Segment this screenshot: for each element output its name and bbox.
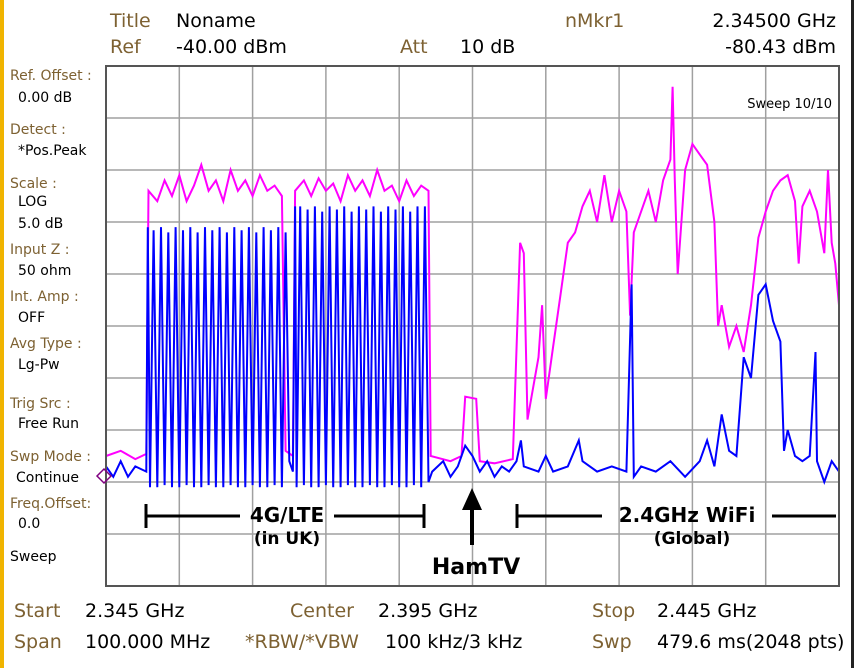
att-value: 10 dB [460,36,516,58]
span-label: Span [14,631,62,653]
live-trace [105,206,840,488]
scale-type-value[interactable]: LOG [18,194,48,210]
trig-src-label: Trig Src : [10,396,71,412]
freq-offset-label: Freq.Offset: [10,496,92,512]
trig-src-value[interactable]: Free Run [18,416,80,432]
scale-div-value[interactable]: 5.0 dB [18,216,64,232]
span-value[interactable]: 100.000 MHz [85,631,211,653]
ref-offset-label: Ref. Offset : [10,68,92,84]
lte-label: 4G/LTE [249,503,325,527]
lte-sublabel: (in UK) [253,529,321,549]
avg-type-value[interactable]: Lg-Pw [18,357,60,373]
int-amp-label: Int. Amp : [10,289,79,305]
plot-traces [105,86,840,488]
swp-value[interactable]: 479.6 ms(2048 pts) [657,631,845,653]
hamtv-arrow-icon [462,488,482,545]
input-z-value[interactable]: 50 ohm [18,263,72,279]
stop-label: Stop [592,600,636,622]
sweep-status: Sweep 10/10 [747,97,832,112]
lte-bracket [144,504,426,528]
wifi-sublabel: (Global) [653,529,731,549]
wifi-bracket [515,504,836,528]
max-hold-trace [105,86,840,465]
marker-label: nMkr1 [565,10,625,32]
freq-offset-value[interactable]: 0.0 [18,516,41,532]
plot-border [105,65,840,587]
reference-marker-icon [95,467,113,485]
marker-frequency: 2.34500 GHz [712,10,836,32]
title-label: Title [110,10,151,32]
detect-value[interactable]: *Pos.Peak [18,143,87,159]
avg-type-label: Avg Type : [10,336,82,352]
swp-mode-value[interactable]: Continue [16,470,79,486]
start-value[interactable]: 2.345 GHz [85,600,185,622]
sweep-label: Sweep [10,549,57,565]
wifi-label: 2.4GHz WiFi [618,503,756,527]
plot-grid [106,66,839,586]
window-left-edge [0,0,4,668]
stop-value[interactable]: 2.445 GHz [657,600,757,622]
center-value[interactable]: 2.395 GHz [378,600,478,622]
rbw-vbw-label: *RBW/*VBW [245,631,359,653]
start-label: Start [14,600,61,622]
detect-label: Detect : [10,122,66,138]
att-label: Att [400,36,428,58]
input-z-label: Input Z : [10,242,70,258]
int-amp-value[interactable]: OFF [18,310,46,326]
ref-label: Ref [110,36,141,58]
rbw-vbw-value[interactable]: 100 kHz/3 kHz [385,631,523,653]
ref-value: -40.00 dBm [176,36,287,58]
marker-level: -80.43 dBm [725,36,836,58]
swp-label: Swp [592,631,632,653]
window-right-edge [851,0,854,668]
ref-offset-value[interactable]: 0.00 dB [18,90,73,106]
hamtv-label: HamTV [431,555,521,580]
scale-label: Scale : [10,176,57,192]
title-value: Noname [176,10,256,32]
swp-mode-label: Swp Mode : [10,449,91,465]
center-label: Center [290,600,354,622]
